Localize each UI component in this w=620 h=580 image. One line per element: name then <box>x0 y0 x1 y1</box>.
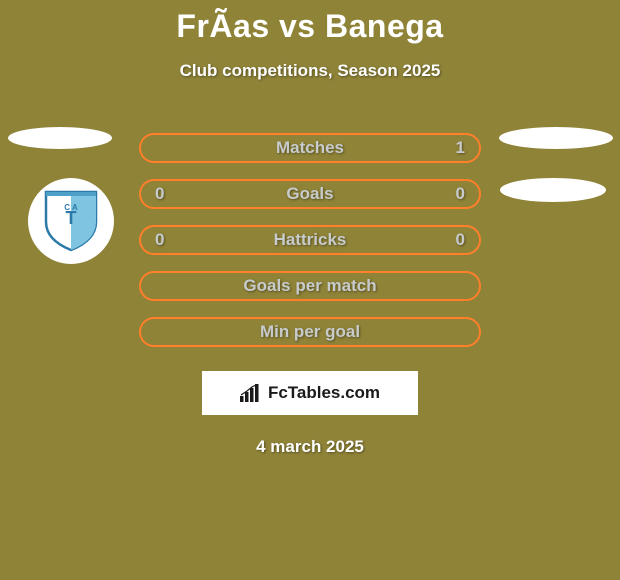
stat-pill: Min per goal <box>139 317 481 347</box>
bar-chart-icon <box>240 384 262 402</box>
stat-label: Goals <box>286 184 333 204</box>
brand-label: FcTables.com <box>268 383 380 403</box>
stat-label: Goals per match <box>243 276 376 296</box>
stat-pill: 0 Goals 0 <box>139 179 481 209</box>
stats-container: Matches 1 0 Goals 0 0 Hattricks 0 Goals … <box>0 125 620 355</box>
stat-pill: Matches 1 <box>139 133 481 163</box>
stat-row-goals-per-match: Goals per match <box>0 263 620 309</box>
stat-right-value: 1 <box>456 138 465 158</box>
stat-label: Min per goal <box>260 322 360 342</box>
stat-row-matches: Matches 1 <box>0 125 620 171</box>
date-label: 4 march 2025 <box>0 437 620 457</box>
subtitle: Club competitions, Season 2025 <box>0 61 620 81</box>
stat-pill: 0 Hattricks 0 <box>139 225 481 255</box>
stat-right-value: 0 <box>456 184 465 204</box>
stat-right-value: 0 <box>456 230 465 250</box>
stat-row-min-per-goal: Min per goal <box>0 309 620 355</box>
stat-left-value: 0 <box>155 230 164 250</box>
stat-label: Hattricks <box>274 230 347 250</box>
stat-left-value: 0 <box>155 184 164 204</box>
page-title: FrÃ­as vs Banega <box>0 0 620 45</box>
stat-row-goals: 0 Goals 0 <box>0 171 620 217</box>
stat-label: Matches <box>276 138 344 158</box>
stat-pill: Goals per match <box>139 271 481 301</box>
fctables-brand-box: FcTables.com <box>202 371 418 415</box>
stat-row-hattricks: 0 Hattricks 0 <box>0 217 620 263</box>
